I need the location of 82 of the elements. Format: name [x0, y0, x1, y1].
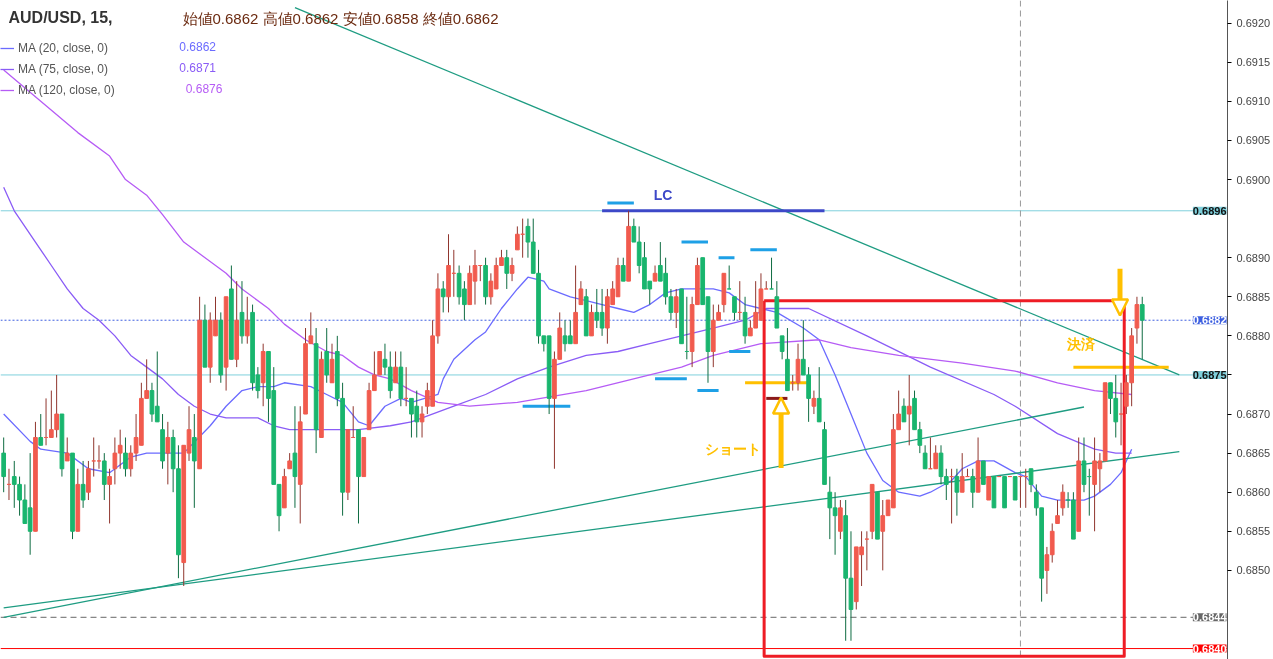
y-tick-label: 0.6905: [1236, 134, 1271, 147]
candlestick: [96, 444, 102, 470]
candlestick: [901, 397, 907, 423]
candlestick: [504, 249, 510, 290]
annotation: LC: [653, 187, 673, 204]
y-tick-label: 0.6915: [1236, 56, 1271, 69]
y-tick-label: 0.6860: [1236, 486, 1271, 499]
candlestick: [101, 452, 107, 501]
ref-line-label: 0.6882: [1192, 314, 1227, 327]
candlestick: [1139, 296, 1145, 360]
legend-label: MA (75, close, 0): [18, 61, 109, 78]
y-tick-label: 0.6880: [1236, 329, 1271, 342]
candlestick: [393, 351, 398, 384]
candlestick: [933, 444, 939, 470]
candlestick: [811, 390, 817, 415]
candlestick: [578, 280, 584, 306]
candlestick: [292, 405, 298, 509]
y-tick-label: 0.6920: [1236, 17, 1271, 30]
candlestick: [91, 436, 97, 478]
candlestick: [440, 280, 446, 313]
candlestick: [123, 436, 128, 478]
candlestick: [906, 374, 912, 446]
candlestick: [959, 452, 965, 493]
line-series: [3, 276, 1133, 501]
text: AUD/USD, 15,: [8, 8, 113, 26]
candlestick: [742, 296, 748, 345]
candlestick: [673, 288, 679, 329]
candlestick: [329, 343, 335, 384]
candlestick: [1028, 468, 1034, 493]
candlestick: [324, 327, 330, 384]
candlestick: [981, 460, 986, 485]
candlestick: [244, 296, 250, 345]
candlestick: [922, 444, 928, 470]
annotation: 決済: [1066, 335, 1097, 352]
candlestick: [86, 460, 91, 501]
annotation: 0.6871: [179, 61, 217, 75]
y-tick-label: 0.6890: [1236, 251, 1271, 264]
candlestick: [1060, 483, 1066, 517]
candlestick: [726, 265, 732, 290]
ref-line-label: 0.6840: [1192, 642, 1227, 655]
candlestick: [864, 530, 870, 571]
line-series: [3, 186, 1133, 454]
y-tick-label: 0.6885: [1236, 290, 1271, 303]
legend-label: MA (20, close, 0): [18, 40, 109, 57]
candlestick: [38, 413, 44, 446]
candlestick: [1, 436, 7, 493]
candlestick: [107, 468, 112, 524]
candlestick: [191, 413, 197, 509]
candlestick: [816, 366, 822, 423]
candlestick: [986, 476, 992, 501]
ref-line-label: 0.6844: [1192, 611, 1228, 624]
candlestick: [954, 468, 960, 517]
candlestick: [795, 343, 801, 392]
annotation: ショート: [704, 441, 761, 458]
candlestick: [239, 280, 245, 345]
candlestick: [779, 335, 785, 360]
y-tick-label: 0.6865: [1236, 447, 1271, 460]
candlestick: [589, 304, 594, 337]
candlestick: [509, 257, 515, 282]
y-tick-label: 0.6870: [1236, 408, 1271, 421]
y-tick-label: 0.6855: [1236, 525, 1271, 538]
candlestick: [620, 257, 626, 282]
candlestick: [1081, 436, 1087, 493]
candlestick: [1012, 476, 1018, 501]
annotation: 0.6876: [185, 82, 223, 96]
annotation: 0.6862: [179, 40, 217, 54]
candlestick: [64, 436, 70, 462]
candlestick: [80, 460, 86, 509]
candlestick: [1134, 296, 1140, 345]
candlestick: [1055, 499, 1060, 524]
y-tick-label: 0.6910: [1236, 95, 1271, 108]
candlestick: [165, 421, 171, 485]
candlestick: [970, 468, 976, 509]
y-tick-label: 0.6900: [1236, 173, 1271, 186]
y-tick-label: 0.6850: [1236, 564, 1271, 577]
candlestick: [419, 405, 425, 438]
ref-line-label: 0.6875: [1192, 368, 1227, 381]
candlestick: [1118, 382, 1124, 446]
candlestick: [838, 499, 843, 540]
candlestick: [567, 319, 573, 345]
ref-line-label: 0.6896: [1192, 204, 1227, 217]
candlestick: [732, 296, 737, 321]
